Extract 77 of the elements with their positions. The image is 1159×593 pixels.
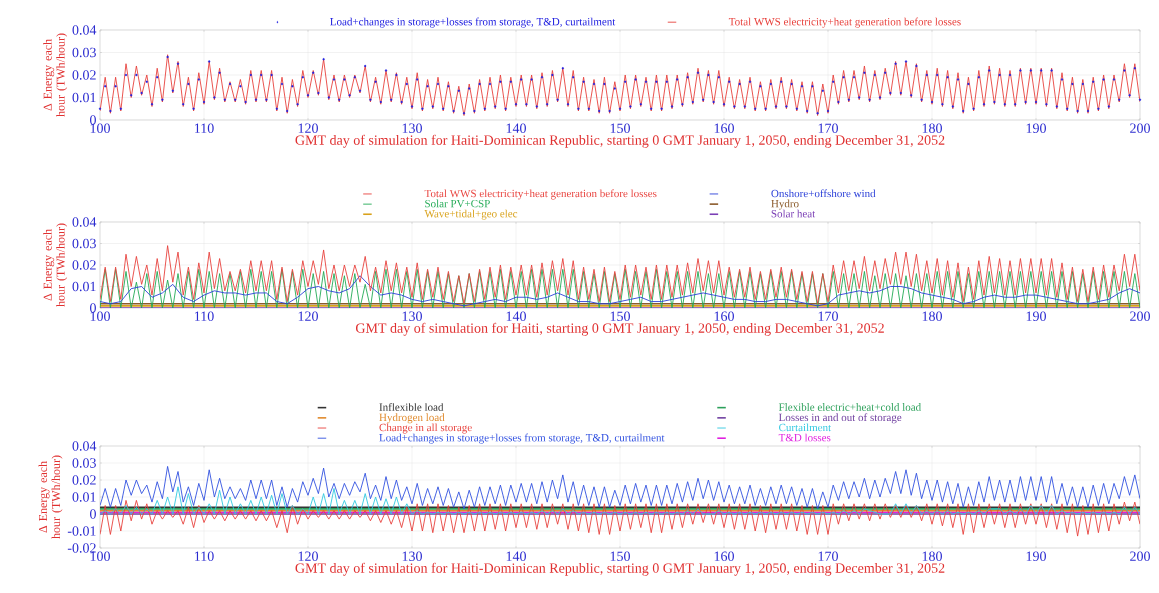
x-tick-label: 120: [298, 551, 318, 561]
x-tick-label: 130: [402, 311, 422, 321]
text: Losses in and out of storage: [778, 413, 902, 424]
y-tick-label: 0.04: [72, 217, 97, 227]
y-tick-label: 0.03: [72, 238, 96, 249]
text: Curtailment: [779, 423, 832, 432]
x-tick-label: 140: [506, 311, 526, 321]
text: Onshore+offshore wind: [771, 189, 876, 198]
x-tick-label: 180: [922, 123, 942, 133]
line-series: [100, 465, 1141, 510]
line-series: [100, 245, 1141, 305]
x-tick-label: 140: [506, 123, 526, 133]
y-tick-label: 0: [90, 509, 96, 519]
text: Flexible electric+heat+cold load: [778, 403, 921, 411]
text: Hydrogen load: [379, 413, 445, 424]
x-tick-label: 170: [818, 311, 838, 321]
x-tick-label: 100: [90, 551, 110, 561]
y-tick-label: 0.02: [72, 260, 96, 270]
line-series: [100, 268, 1141, 308]
y-tick-label: 0.01: [72, 92, 96, 103]
text: Hydro: [771, 199, 799, 210]
x-tick-label: 140: [506, 551, 526, 561]
x-tick-label: 170: [818, 123, 838, 133]
y-tick-label: 0.04: [72, 441, 97, 451]
y-tick-label: -0.01: [67, 526, 96, 536]
y-axis-title: Δ Energy each hour (TWh/hour): [43, 33, 68, 117]
x-tick-label: 160: [714, 123, 734, 133]
y-axis-title: Δ Energy each hour (TWh/hour): [43, 223, 68, 307]
y-tick-label: -0.02: [67, 543, 96, 553]
text: Solar heat: [771, 209, 816, 218]
x-tick-label: 120: [298, 123, 318, 133]
y-tick-label: 0.03: [72, 47, 96, 58]
x-tick-label: 130: [402, 123, 422, 133]
x-tick-label: 100: [90, 311, 110, 321]
x-tick-label: 200: [1130, 123, 1150, 133]
x-tick-label: 180: [922, 551, 942, 561]
x-tick-label: 180: [922, 311, 942, 321]
text: Wave+tidal+geo elec: [424, 209, 518, 220]
x-tick-label: 160: [714, 551, 734, 561]
y-tick-label: 0.01: [72, 492, 96, 502]
text: Inflexible load: [379, 403, 444, 411]
x-tick-label: 170: [818, 551, 838, 561]
x-tick-label: 160: [714, 311, 734, 321]
x-axis-title: GMT day of simulation for Haiti-Dominican Republic, starting 0 GMT January 1, 2050, ending December 31, 2052: [295, 562, 945, 576]
y-axis-title: Δ Energy each hour (TWh/hour): [38, 455, 63, 539]
x-axis-title: GMT day of simulation for Haiti, starting 0 GMT January 1, 2050, ending December 31, 2052: [355, 322, 884, 336]
x-tick-label: 190: [1026, 311, 1046, 321]
x-tick-label: 130: [402, 551, 422, 561]
x-tick-label: 110: [195, 123, 214, 133]
y-tick-label: 0.02: [72, 475, 96, 485]
text: Load+changes in storage+losses from storage, T&D, curtailment: [379, 433, 665, 444]
x-tick-label: 120: [298, 311, 318, 321]
x-tick-label: 100: [90, 123, 110, 133]
y-tick-label: 0.02: [72, 70, 96, 80]
y-tick-label: 0.03: [72, 458, 96, 468]
text: Total WWS electricity+heat generation before losses: [424, 189, 657, 200]
line-series: [100, 486, 1141, 515]
text: Change in all storage: [379, 423, 472, 434]
y-tick-label: 0: [90, 303, 96, 313]
y-tick-label: 0: [90, 115, 96, 125]
x-tick-label: 150: [610, 123, 630, 133]
y-tick-label: 0.01: [72, 281, 96, 292]
text: Load+changes in storage+losses from storage, T&D, curtailment: [330, 17, 616, 28]
x-tick-label: 190: [1026, 123, 1046, 133]
x-tick-label: 200: [1130, 551, 1150, 561]
text: T&D losses: [778, 433, 831, 442]
x-tick-label: 110: [195, 551, 214, 561]
x-axis-title: GMT day of simulation for Haiti-Dominican Republic, starting 0 GMT January 1, 2050, ending December 31, 2052: [295, 134, 945, 148]
x-tick-label: 200: [1130, 311, 1150, 321]
y-tick-label: 0.04: [72, 25, 97, 35]
x-tick-label: 190: [1026, 551, 1046, 561]
x-tick-label: 110: [195, 311, 214, 321]
text: Solar PV+CSP: [425, 199, 490, 208]
text: Total WWS electricity+heat generation before losses: [728, 17, 961, 28]
line-series: [100, 499, 1141, 537]
x-tick-label: 150: [610, 551, 630, 561]
x-tick-label: 150: [610, 311, 630, 321]
